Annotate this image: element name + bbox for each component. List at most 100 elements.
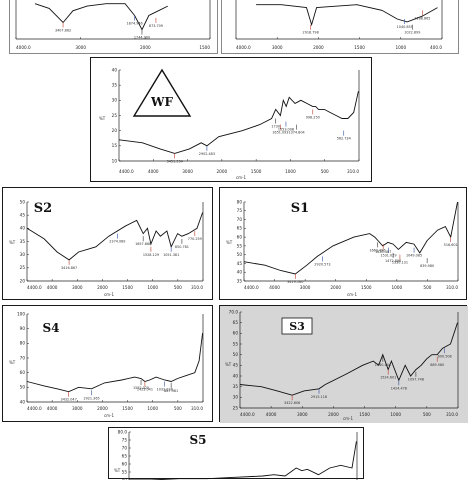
peak-label: 600.508 bbox=[438, 354, 452, 358]
x-tick-label: 4400.0 bbox=[244, 285, 259, 290]
y-tick-label: 35 bbox=[112, 83, 118, 88]
y-axis-label: %T bbox=[225, 362, 232, 367]
y-tick-label: 60 bbox=[20, 370, 26, 375]
x-tick-label: 4400.0 bbox=[240, 412, 255, 417]
chart-top-right: 4000.0 3000 2000 1500 1000 400.0 2918.798 1040.… bbox=[235, 0, 443, 50]
peak-label: 3422.606 bbox=[284, 401, 300, 405]
x-tick-label: 2000 bbox=[330, 285, 341, 290]
x-tick-label: 1000 bbox=[147, 285, 158, 290]
x-tick-label: 3000 bbox=[182, 169, 193, 174]
x-tick-label: 4000 bbox=[47, 285, 58, 290]
x-tick-label: 1500 bbox=[122, 406, 133, 411]
panel-top-right: 4000.0 3000 2000 1500 1000 400.0 2918.798 1040.… bbox=[221, 0, 459, 54]
series-line bbox=[243, 201, 458, 275]
peak-label: 2915.118 bbox=[311, 395, 327, 399]
peak-label: 850.781 bbox=[175, 245, 189, 249]
peak-label: 1040.855 bbox=[397, 25, 413, 29]
x-tick-label: 1000 bbox=[285, 169, 296, 174]
chart-title: S2 bbox=[34, 201, 52, 216]
peak-label: 1472.896 bbox=[385, 259, 401, 263]
series-line bbox=[26, 212, 204, 261]
y-tick-label: 70.0 bbox=[229, 309, 239, 314]
chart-title: S1 bbox=[291, 201, 309, 216]
x-tick-label: 4400.0 bbox=[27, 285, 42, 290]
chart-top-left: 4000.0 3000 2000 1500 3407.862 1874.946 1744.0… bbox=[15, 0, 211, 50]
x-tick-label: 2000 bbox=[328, 412, 339, 417]
y-tick-label: 55 bbox=[122, 469, 128, 474]
x-tick-label: 4000.0 bbox=[236, 45, 251, 50]
x-axis-label: cm-1 bbox=[236, 175, 247, 180]
x-tick-label: 2000 bbox=[140, 45, 151, 50]
y-tick-label: 15 bbox=[112, 143, 118, 148]
peak-label: 1374.804 bbox=[288, 131, 304, 135]
x-tick-label: 1500 bbox=[251, 169, 262, 174]
y-tick-label: 80 bbox=[237, 199, 243, 204]
peak-label: 2921.365 bbox=[83, 396, 99, 400]
x-axis-label: cm-1 bbox=[104, 413, 115, 418]
y-tick-label: 50 bbox=[20, 385, 26, 390]
y-tick-label: 20 bbox=[112, 128, 118, 133]
x-tick-label: 2000 bbox=[217, 169, 228, 174]
x-tick-label: 1000 bbox=[147, 406, 158, 411]
peak-label: 1592.025 bbox=[133, 386, 149, 390]
peak-label: 1049.085 bbox=[406, 254, 422, 258]
peak-label: 1740.444 bbox=[375, 363, 391, 367]
series-line bbox=[256, 4, 438, 27]
x-tick-label: 500 bbox=[423, 285, 431, 290]
x-tick-label: 3000 bbox=[272, 45, 283, 50]
y-tick-label: 45 bbox=[237, 261, 243, 266]
peak-label: 1874.946 bbox=[126, 21, 142, 25]
chart-title: S3 bbox=[289, 320, 305, 333]
chart-background bbox=[220, 306, 468, 423]
panel-top-left: 4000.0 3000 2000 1500 3407.862 1874.946 1744.0… bbox=[9, 0, 218, 54]
peak-label: 3451.334 bbox=[167, 159, 183, 163]
y-axis-label: %T bbox=[226, 240, 233, 245]
chart-title: S5 bbox=[189, 433, 206, 447]
y-tick-label: 40 bbox=[20, 399, 26, 404]
peak-label: 1423.041 bbox=[137, 387, 153, 391]
x-tick-label: 3000 bbox=[300, 285, 311, 290]
x-tick-label: 1500 bbox=[354, 45, 365, 50]
y-axis-label: %T bbox=[9, 240, 16, 245]
series-line bbox=[26, 333, 204, 393]
y-tick-label: 60 bbox=[237, 235, 243, 240]
chart-title: WF bbox=[150, 95, 173, 109]
x-tick-label: 4000 bbox=[269, 285, 280, 290]
peak-label: 516.601 bbox=[444, 243, 458, 247]
peak-label: 3432.047 bbox=[61, 398, 77, 402]
y-axis-label: %T bbox=[9, 360, 16, 365]
y-tick-label: 70 bbox=[122, 445, 128, 450]
x-tick-label: 500 bbox=[321, 169, 329, 174]
x-tick-label: 3000 bbox=[72, 406, 83, 411]
peak-label: 1528.129 bbox=[143, 253, 159, 257]
x-tick-label: 4000 bbox=[47, 406, 58, 411]
x-tick-label: 1000 bbox=[390, 412, 401, 417]
peak-label: 1051.381 bbox=[163, 253, 179, 257]
panel-s3: 70.0 65 60 55 50 45 40 35 30 25 4400.0 4000 3000 2000… bbox=[219, 305, 468, 423]
x-tick-label: 500 bbox=[174, 285, 182, 290]
x-axis-label: cm-1 bbox=[347, 292, 358, 297]
y-tick-label: 25 bbox=[233, 405, 239, 410]
x-tick-label: 310.0 bbox=[347, 169, 359, 174]
x-tick-label: 310.0 bbox=[446, 412, 458, 417]
x-tick-label: 3000 bbox=[297, 412, 308, 417]
peak-label: 873.709 bbox=[149, 24, 163, 28]
y-tick-label: 25 bbox=[20, 265, 26, 270]
y-tick-label: 40 bbox=[237, 270, 243, 275]
x-tick-label: 3000 bbox=[72, 285, 83, 290]
y-tick-label: 35 bbox=[237, 278, 243, 283]
peak-label: 1660.486 bbox=[369, 248, 385, 252]
y-tick-label: 90 bbox=[20, 326, 26, 331]
y-tick-label: 50 bbox=[20, 199, 26, 204]
x-tick-label: 4000 bbox=[266, 412, 277, 417]
x-tick-label: 1500 bbox=[359, 412, 370, 417]
peak-label: 1531.029 bbox=[380, 254, 396, 258]
y-tick-label: 65 bbox=[237, 226, 243, 231]
x-axis-label: cm-1 bbox=[104, 292, 115, 297]
peak-label: 3416.867 bbox=[61, 266, 77, 270]
